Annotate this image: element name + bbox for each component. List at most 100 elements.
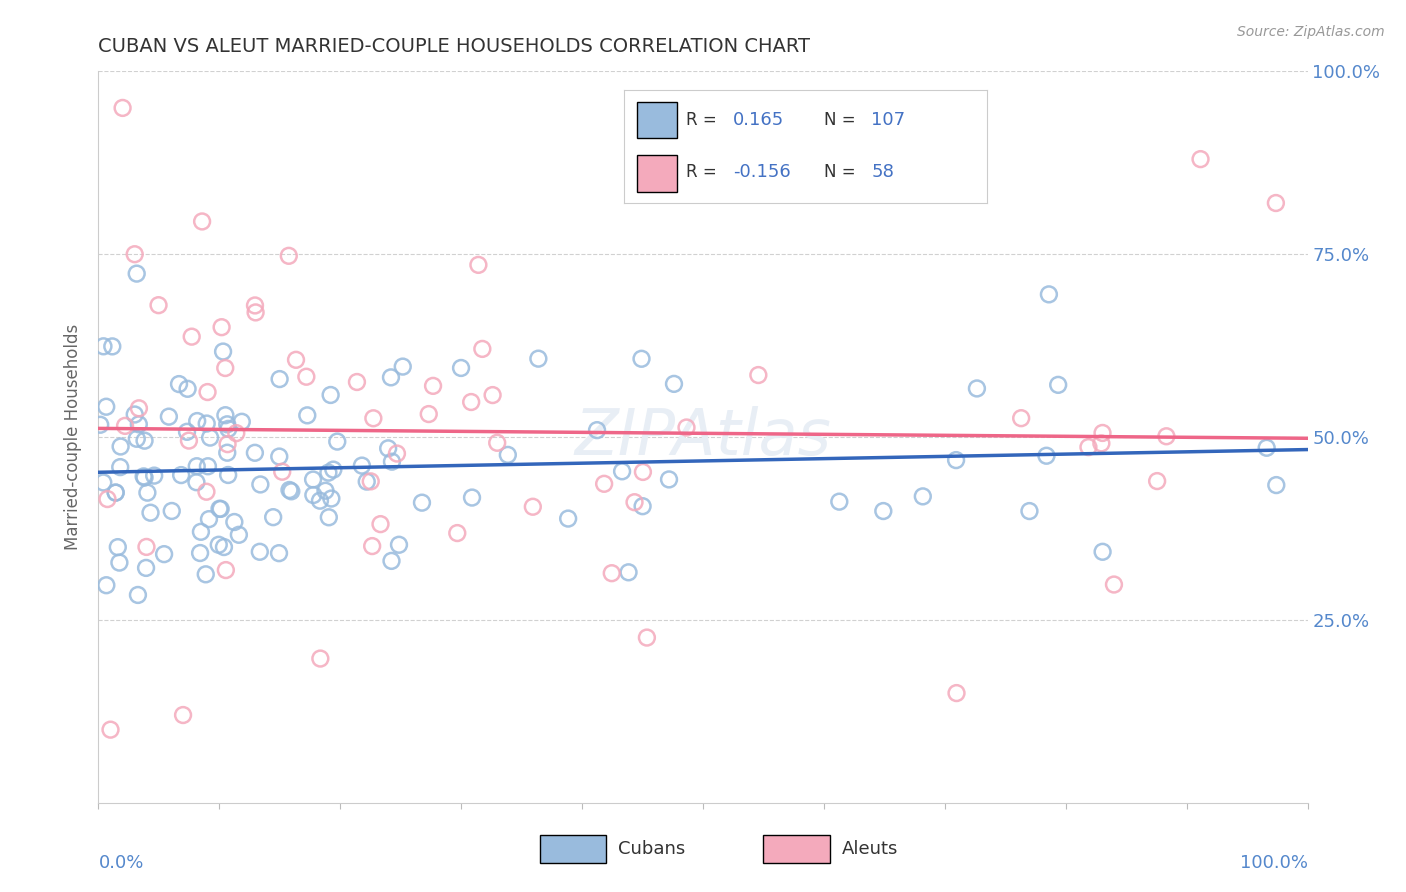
Point <box>1189 152 1212 166</box>
Point <box>148 298 170 312</box>
FancyBboxPatch shape <box>540 835 606 863</box>
Point <box>380 370 402 384</box>
Point <box>610 464 633 478</box>
Point <box>1035 449 1057 463</box>
Point <box>828 494 851 508</box>
Point <box>197 459 219 474</box>
Point <box>110 440 132 454</box>
Point <box>128 401 150 416</box>
Point <box>177 434 200 448</box>
Point <box>217 417 239 432</box>
Point <box>212 344 235 359</box>
Point <box>617 566 640 580</box>
Point <box>217 422 239 436</box>
Text: ZIPAtlas: ZIPAtlas <box>575 406 831 468</box>
Point <box>280 484 302 499</box>
Point <box>356 475 378 489</box>
Point <box>388 538 411 552</box>
Point <box>96 578 118 592</box>
Point <box>314 483 336 498</box>
Point <box>134 434 156 448</box>
Point <box>658 472 681 486</box>
Point <box>285 352 308 367</box>
Point <box>153 547 176 561</box>
Point <box>114 418 136 433</box>
Point <box>217 446 239 460</box>
Point <box>208 501 231 516</box>
Point <box>100 723 122 737</box>
Point <box>361 539 384 553</box>
Point <box>211 320 233 334</box>
Point <box>186 459 208 474</box>
Point <box>1091 425 1114 440</box>
Point <box>346 375 368 389</box>
Point <box>277 249 299 263</box>
Point <box>380 554 402 568</box>
Point <box>93 339 115 353</box>
Point <box>136 485 159 500</box>
Point <box>600 566 623 581</box>
Point <box>180 329 202 343</box>
Point <box>134 470 156 484</box>
Point <box>101 339 124 353</box>
Text: Aleuts: Aleuts <box>842 840 898 858</box>
Point <box>176 382 198 396</box>
Point <box>215 563 238 577</box>
Point <box>107 540 129 554</box>
Point <box>302 473 325 487</box>
Point <box>631 499 654 513</box>
Point <box>1265 478 1288 492</box>
Point <box>381 455 404 469</box>
Point <box>125 432 148 446</box>
Point <box>170 468 193 483</box>
Point <box>249 477 271 491</box>
Point <box>243 298 266 312</box>
Point <box>1146 474 1168 488</box>
FancyBboxPatch shape <box>763 835 830 863</box>
Point <box>557 511 579 525</box>
Point <box>111 101 134 115</box>
Point <box>446 526 468 541</box>
Text: Cubans: Cubans <box>619 840 686 858</box>
Point <box>269 372 291 386</box>
Point <box>271 465 294 479</box>
Text: CUBAN VS ALEUT MARRIED-COUPLE HOUSEHOLDS CORRELATION CHART: CUBAN VS ALEUT MARRIED-COUPLE HOUSEHOLDS… <box>98 37 810 56</box>
Point <box>471 342 494 356</box>
Point <box>636 631 658 645</box>
Point <box>262 510 284 524</box>
Point <box>214 408 236 422</box>
Point <box>467 258 489 272</box>
Point <box>224 515 246 529</box>
Point <box>1038 287 1060 301</box>
Point <box>91 475 114 490</box>
Point <box>360 475 382 489</box>
Point <box>586 423 609 437</box>
Point <box>143 468 166 483</box>
Point <box>135 561 157 575</box>
Point <box>1264 196 1286 211</box>
Point <box>461 491 484 505</box>
Point <box>132 469 155 483</box>
Point <box>496 448 519 462</box>
Point <box>391 359 413 374</box>
Point <box>631 465 654 479</box>
Point <box>450 361 472 376</box>
Point <box>269 450 291 464</box>
Point <box>385 446 408 460</box>
Point <box>198 431 221 445</box>
Point <box>522 500 544 514</box>
Point <box>188 546 211 560</box>
Point <box>108 556 131 570</box>
Point <box>422 379 444 393</box>
Point <box>157 409 180 424</box>
Point <box>110 460 132 475</box>
Point <box>370 517 392 532</box>
Point <box>217 437 239 451</box>
Point <box>1102 577 1125 591</box>
Point <box>945 686 967 700</box>
Point <box>321 491 343 506</box>
Point <box>172 708 194 723</box>
Point <box>191 214 214 228</box>
Point <box>125 267 148 281</box>
Point <box>297 409 319 423</box>
